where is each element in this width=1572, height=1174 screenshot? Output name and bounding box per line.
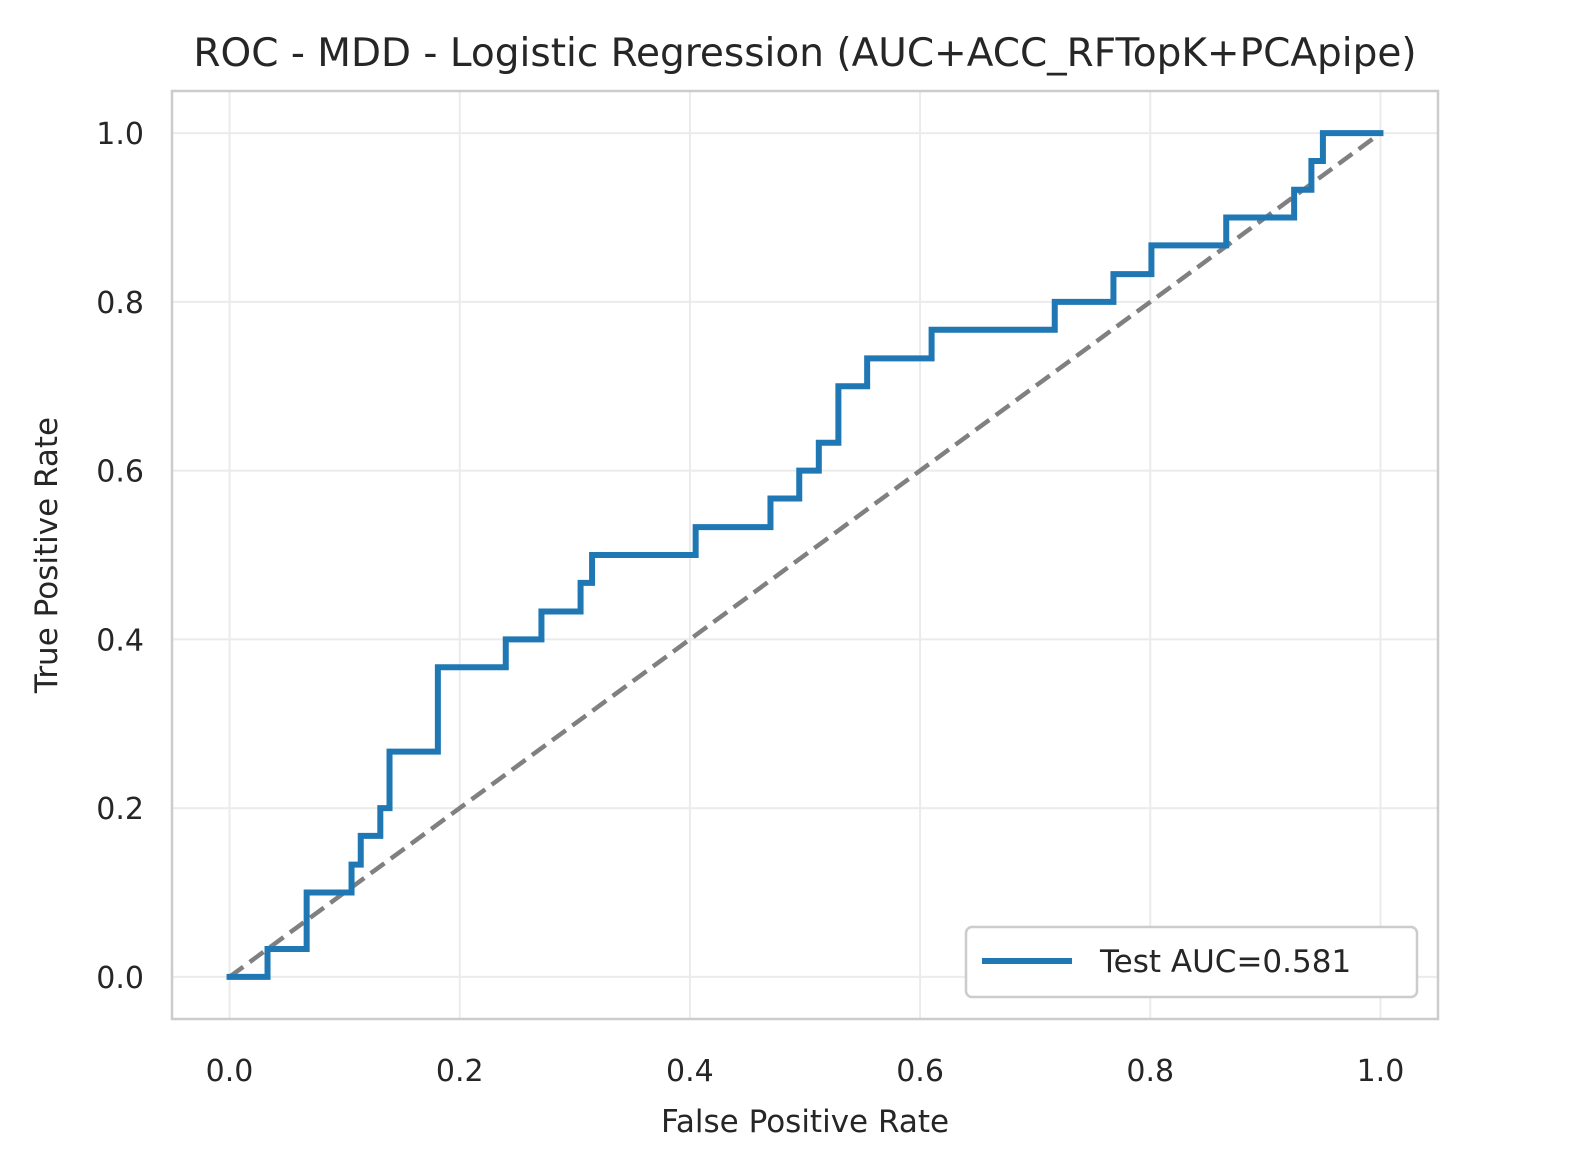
roc-curve-series [226,130,1384,980]
y-tick-label-0: 0.0 [96,961,144,996]
y-tick-label-2: 0.4 [96,623,144,658]
x-tick-label-0: 0.0 [206,1054,254,1089]
y-axis-ticks: 0.0 0.2 0.4 0.6 0.8 1.0 [96,117,144,996]
chance-diagonal [228,131,1382,979]
legend-box [964,925,1419,999]
y-axis-label: True Positive Rate [29,417,65,694]
y-tick-label-5: 1.0 [96,117,144,152]
chart-title: ROC - MDD - Logistic Regression (AUC+ACC… [193,31,1416,76]
x-tick-label-3: 0.6 [896,1054,944,1089]
x-tick-label-4: 0.8 [1126,1054,1174,1089]
y-tick-label-3: 0.6 [96,455,144,490]
x-tick-label-5: 1.0 [1357,1054,1405,1089]
x-axis-ticks: 0.0 0.2 0.4 0.6 0.8 1.0 [206,1054,1405,1089]
x-tick-label-1: 0.2 [436,1054,484,1089]
x-axis-label: False Positive Rate [661,1104,949,1140]
y-tick-label-4: 0.8 [96,286,144,321]
y-tick-label-1: 0.2 [96,792,144,827]
x-tick-label-2: 0.4 [666,1054,714,1089]
axes-frame [170,89,1440,1021]
legend-label: Test AUC=0.581 [1099,944,1351,980]
legend: Test AUC=0.581 [964,925,1419,999]
